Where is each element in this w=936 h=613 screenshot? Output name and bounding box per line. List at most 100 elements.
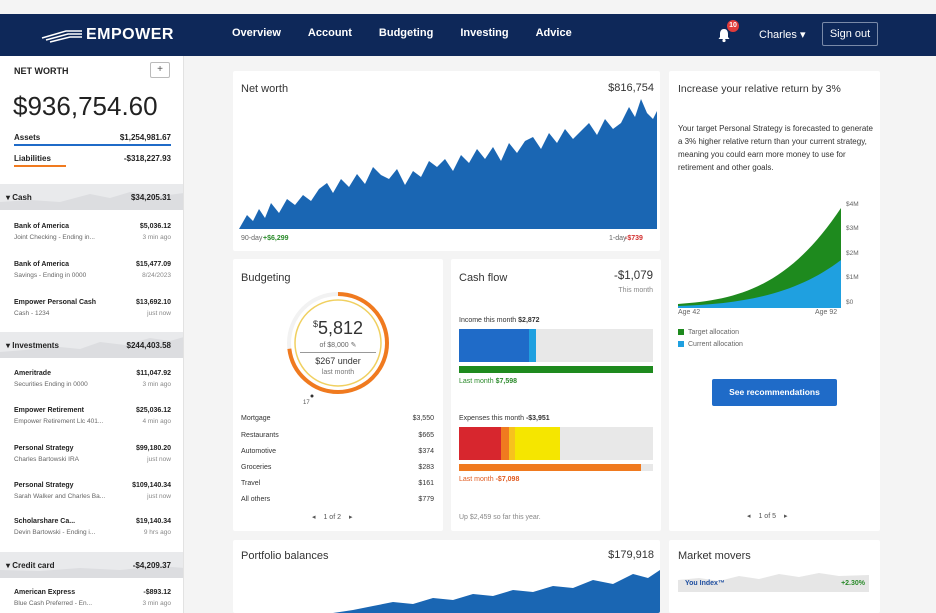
advice-card-title: Increase your relative return by 3% bbox=[678, 83, 841, 95]
prev-arrow-icon[interactable]: ◂ bbox=[312, 514, 316, 521]
movers-row-value: +2.30% bbox=[841, 580, 865, 587]
budget-category: Automotive bbox=[241, 448, 277, 455]
nav-budgeting[interactable]: Budgeting bbox=[378, 27, 434, 39]
assets-value: $1,254,981.67 bbox=[119, 133, 171, 142]
budget-amount: $161 bbox=[418, 480, 434, 487]
expense-value: -$3,951 bbox=[525, 415, 550, 422]
nav-overview[interactable]: Overview bbox=[232, 27, 281, 39]
y-tick-1m: $1M bbox=[846, 274, 859, 281]
account-row[interactable]: Empower Retirement $25,036.12 Empower Re… bbox=[14, 407, 171, 435]
account-detail: Savings - Ending in 0000 bbox=[14, 272, 87, 279]
legend-current-label: Current allocation bbox=[688, 341, 743, 348]
expense-segment bbox=[459, 427, 501, 460]
assets-row[interactable]: Assets $1,254,981.67 bbox=[14, 133, 171, 142]
account-balance: $15,477.09 bbox=[135, 261, 171, 268]
budget-row[interactable]: Groceries $283 bbox=[241, 464, 434, 471]
budget-category: All others bbox=[241, 496, 271, 503]
brand-logo[interactable]: EMPOWER bbox=[40, 24, 174, 46]
budget-amount: $374 bbox=[418, 448, 434, 455]
top-nav: EMPOWER Overview Account Budgeting Inves… bbox=[0, 14, 936, 56]
account-row[interactable]: Scholarshare Ca... $19,140.34 Devin Bart… bbox=[14, 518, 171, 546]
bell-icon[interactable] bbox=[716, 27, 732, 43]
liabilities-row[interactable]: Liabilities -$318,227.93 bbox=[14, 154, 171, 163]
liabilities-label: Liabilities bbox=[14, 154, 51, 163]
market-movers-card[interactable]: Market movers You Index™ +2.30% bbox=[669, 540, 880, 613]
account-detail: Charles Bartowski IRA bbox=[14, 456, 80, 463]
nav-account[interactable]: Account bbox=[307, 27, 352, 39]
budget-category: Mortgage bbox=[241, 415, 271, 422]
account-detail: Cash - 1234 bbox=[14, 310, 50, 317]
sign-out-button[interactable]: Sign out bbox=[822, 22, 878, 46]
cash-flow-title: Cash flow bbox=[459, 272, 508, 284]
portfolio-balances-card[interactable]: Portfolio balances $179,918 bbox=[233, 540, 660, 613]
budget-pager: ◂ 1 of 2 ▸ bbox=[312, 513, 352, 521]
account-row[interactable]: Empower Personal Cash $13,692.10 Cash - … bbox=[14, 299, 171, 327]
account-name: Scholarshare Ca... bbox=[14, 518, 76, 525]
next-arrow-icon[interactable]: ▸ bbox=[783, 513, 788, 520]
account-balance: $25,036.12 bbox=[135, 407, 171, 414]
group-cash-value: $34,205.31 bbox=[130, 193, 171, 202]
budget-row[interactable]: Mortgage $3,550 bbox=[241, 415, 434, 422]
budget-category: Groceries bbox=[241, 464, 272, 471]
group-investments[interactable]: ▾ Investments $244,403.58 bbox=[0, 332, 183, 358]
budget-divider bbox=[300, 352, 376, 353]
budget-row[interactable]: Restaurants $665 bbox=[241, 432, 434, 439]
account-row[interactable]: Bank of America $5,036.12 Joint Checking… bbox=[14, 223, 171, 251]
age-end-label: Age 92 bbox=[815, 309, 838, 316]
net-worth-1day-value: -$739 bbox=[625, 235, 643, 242]
account-row[interactable]: American Express -$893.12 Blue Cash Pref… bbox=[14, 589, 171, 613]
legend-target-swatch bbox=[678, 329, 684, 336]
account-updated: 4 min ago bbox=[142, 418, 171, 425]
prev-arrow-icon[interactable]: ◂ bbox=[747, 513, 751, 520]
group-cash[interactable]: ▾ Cash $34,205.31 bbox=[0, 184, 183, 210]
portfolio-area-chart bbox=[333, 570, 660, 613]
budgeting-card[interactable]: Budgeting $5,812 of $8,000 ✎ $267 under … bbox=[233, 259, 443, 531]
empower-logo-icon bbox=[41, 30, 82, 43]
budget-spent: $5,812 bbox=[233, 318, 443, 339]
user-menu[interactable]: Charles ▾ bbox=[759, 29, 806, 41]
add-account-button[interactable]: + bbox=[150, 62, 170, 78]
budget-category: Restaurants bbox=[241, 432, 279, 439]
nav-investing[interactable]: Investing bbox=[460, 27, 509, 39]
net-worth-90day-value: +$6,299 bbox=[263, 235, 289, 242]
budget-spent-value: 5,812 bbox=[317, 318, 364, 338]
advice-pager-text: 1 of 5 bbox=[758, 513, 776, 520]
assets-label: Assets bbox=[14, 133, 41, 142]
advice-card: Increase your relative return by 3% Your… bbox=[669, 71, 880, 531]
movers-row-label: You Index™ bbox=[685, 580, 725, 587]
account-row[interactable]: Personal Strategy $109,140.34 Sarah Walk… bbox=[14, 482, 171, 510]
budget-of-total[interactable]: of $8,000 ✎ bbox=[319, 342, 357, 349]
expense-bar-track bbox=[459, 427, 653, 460]
account-row[interactable]: Ameritrade $11,047.92 Securities Ending … bbox=[14, 370, 171, 398]
account-balance: $99,180.20 bbox=[135, 445, 171, 452]
budget-pager-text: 1 of 2 bbox=[323, 514, 341, 521]
account-name: American Express bbox=[14, 589, 76, 596]
budget-row[interactable]: Automotive $374 bbox=[241, 448, 434, 455]
cash-flow-card[interactable]: Cash flow -$1,079 This month Income this… bbox=[451, 259, 661, 531]
net-worth-card[interactable]: Net worth $816,754 90-day +$6,299 1-day … bbox=[233, 71, 660, 251]
net-worth-card-title: Net worth bbox=[241, 83, 289, 95]
account-updated: just now bbox=[147, 493, 171, 500]
budget-row[interactable]: Travel $161 bbox=[241, 480, 434, 487]
account-name: Empower Retirement bbox=[14, 407, 85, 414]
budget-row[interactable]: All others $779 bbox=[241, 496, 434, 503]
liabilities-bar bbox=[14, 165, 66, 167]
budget-category: Travel bbox=[241, 480, 261, 487]
legend-target: Target allocation bbox=[678, 329, 739, 336]
nav-advice[interactable]: Advice bbox=[535, 27, 572, 39]
see-recommendations-button[interactable]: See recommendations bbox=[712, 379, 837, 406]
account-updated: 9 hrs ago bbox=[143, 529, 171, 536]
group-investments-value: $244,403.58 bbox=[126, 341, 172, 350]
expense-segment bbox=[509, 427, 515, 460]
account-row[interactable]: Bank of America $15,477.09 Savings - End… bbox=[14, 261, 171, 289]
assets-bar bbox=[14, 144, 171, 146]
income-label: Income this month bbox=[459, 317, 517, 324]
expense-segment bbox=[515, 427, 560, 460]
group-credit-card[interactable]: ▾ Credit card -$4,209.37 bbox=[0, 552, 183, 578]
account-detail: Blue Cash Preferred - En... bbox=[14, 600, 93, 607]
account-row[interactable]: Personal Strategy $99,180.20 Charles Bar… bbox=[14, 445, 171, 473]
account-detail: Empower Retirement Llc 401... bbox=[14, 418, 104, 425]
next-arrow-icon[interactable]: ▸ bbox=[348, 514, 353, 521]
group-credit-label: ▾ Credit card bbox=[6, 561, 55, 570]
